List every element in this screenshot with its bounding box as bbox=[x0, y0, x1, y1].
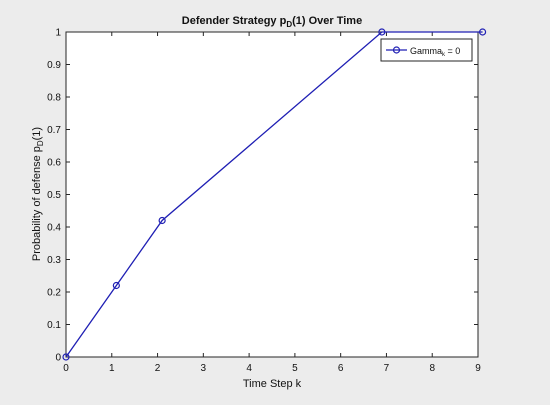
chart-title-rest: (1) Over Time bbox=[292, 15, 362, 27]
x-axis-ticks: 0 1 2 3 4 5 6 7 8 9 bbox=[63, 32, 481, 374]
x-tick-label: 8 bbox=[429, 363, 435, 374]
y-axis-label: Probability of defense pD(1) bbox=[31, 127, 45, 261]
x-tick-label: 9 bbox=[475, 363, 481, 374]
y-tick-label: 0.2 bbox=[47, 288, 61, 299]
data-point-marker bbox=[158, 216, 166, 225]
chart-title-subscript: D bbox=[286, 20, 292, 29]
y-tick-label: 1 bbox=[55, 28, 61, 39]
legend-subscript: k bbox=[442, 52, 446, 58]
y-axis-label-subscript: D bbox=[36, 140, 45, 146]
x-tick-label: 6 bbox=[338, 363, 344, 374]
chart-title: Defender Strategy pD(1) Over Time bbox=[182, 15, 362, 29]
data-point-marker bbox=[478, 28, 487, 36]
plot-area bbox=[65, 31, 479, 358]
x-tick-label: 7 bbox=[384, 363, 390, 374]
y-tick-label: 0.4 bbox=[47, 223, 61, 234]
legend: Gammak = 0 bbox=[380, 38, 473, 62]
x-axis-label: Time Step k bbox=[243, 378, 302, 390]
legend-box bbox=[380, 38, 473, 62]
legend-name: Gamma bbox=[410, 46, 442, 56]
y-axis-label-main: Probability of defense p bbox=[31, 146, 43, 261]
data-point-marker bbox=[378, 28, 386, 36]
x-tick-label: 5 bbox=[292, 363, 298, 374]
x-tick-label: 2 bbox=[155, 363, 161, 374]
series-line bbox=[65, 31, 483, 358]
x-tick-label: 1 bbox=[109, 363, 115, 374]
chart-title-main: Defender Strategy p bbox=[182, 15, 287, 27]
series-layer bbox=[62, 28, 487, 361]
data-point-marker bbox=[112, 281, 120, 290]
y-tick-label: 0.1 bbox=[47, 320, 61, 331]
x-tick-label: 3 bbox=[201, 363, 207, 374]
y-tick-label: 0.9 bbox=[47, 60, 61, 71]
legend-marker-swatch bbox=[392, 46, 401, 54]
y-tick-label: 0.8 bbox=[47, 93, 61, 104]
data-point-marker bbox=[62, 353, 70, 361]
y-tick-label: 0 bbox=[55, 353, 61, 364]
legend-name-rest: = 0 bbox=[445, 46, 460, 56]
x-tick-label: 0 bbox=[63, 363, 69, 374]
y-tick-label: 0.3 bbox=[47, 255, 61, 266]
legend-entry-label: Gammak = 0 bbox=[410, 46, 460, 58]
y-axis-label-rest: (1) bbox=[31, 127, 43, 140]
x-tick-label: 4 bbox=[246, 363, 252, 374]
y-axis-ticks: 0 0.1 0.2 0.3 0.4 0.5 0.6 0.7 0.8 0.9 1 bbox=[47, 28, 478, 364]
y-tick-label: 0.5 bbox=[47, 190, 61, 201]
y-tick-label: 0.6 bbox=[47, 158, 61, 169]
y-tick-label: 0.7 bbox=[47, 125, 61, 136]
